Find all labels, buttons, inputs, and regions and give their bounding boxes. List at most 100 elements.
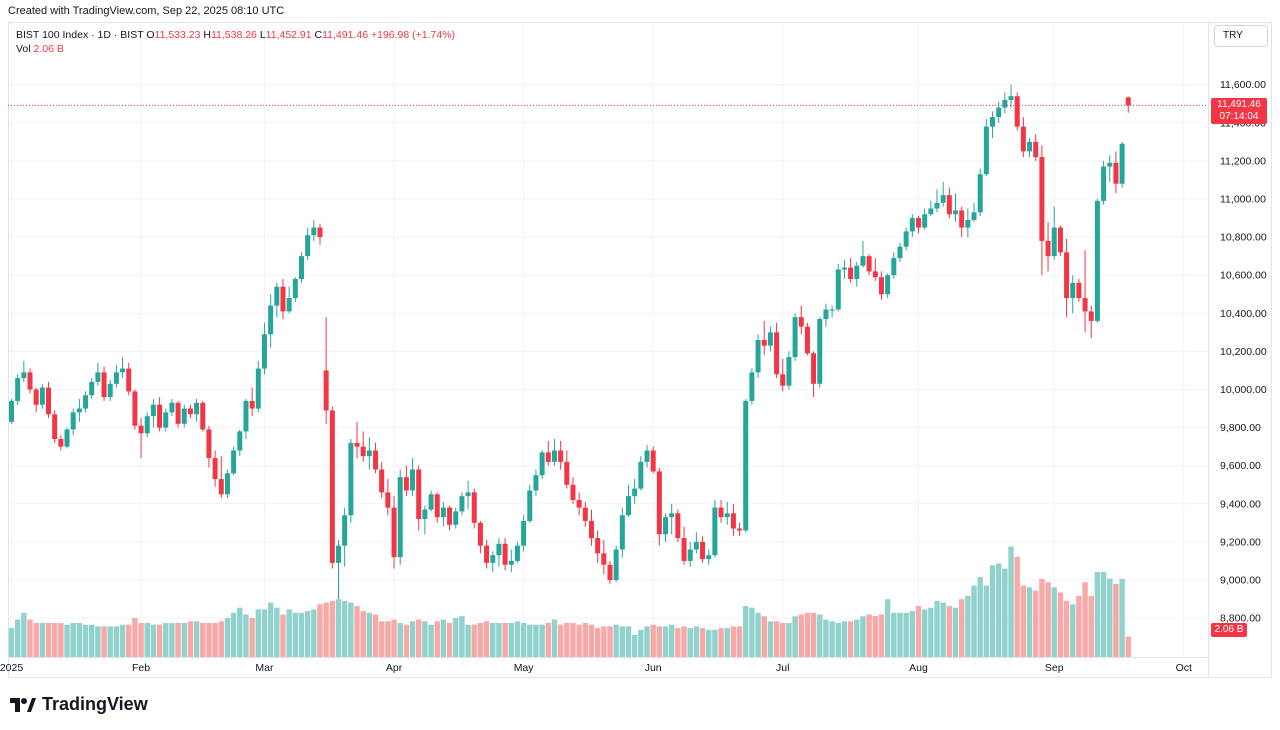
- candle-body: [835, 269, 841, 310]
- candle-body: [292, 279, 298, 299]
- candle-body: [58, 439, 64, 447]
- symbol-label[interactable]: BIST 100 Index · 1D · BIST: [16, 29, 144, 41]
- volume-bar: [884, 599, 891, 657]
- candle-body: [305, 235, 311, 257]
- volume-bar: [1107, 578, 1113, 657]
- candle-body: [1033, 141, 1039, 158]
- volume-bar: [878, 614, 885, 657]
- volume-bar: [983, 585, 990, 657]
- candle-body: [514, 545, 520, 561]
- tradingview-logo-icon: [10, 697, 36, 712]
- candle-body: [730, 513, 736, 529]
- volume-bar: [1033, 590, 1039, 657]
- candle-body: [15, 378, 21, 401]
- volume-bar: [829, 621, 835, 657]
- volume-bar: [699, 628, 706, 657]
- volume-bar: [761, 616, 767, 657]
- volume-bar: [952, 607, 959, 657]
- candle-body: [9, 400, 14, 422]
- volume-bar: [477, 623, 484, 657]
- candle-body: [311, 227, 317, 236]
- volume-bar: [810, 612, 817, 657]
- candle-body: [255, 368, 261, 409]
- bar-countdown: 07:14:04: [1219, 111, 1259, 123]
- volume-bar: [656, 626, 663, 657]
- candle-body: [872, 271, 878, 278]
- volume-bar: [780, 623, 786, 657]
- volume-bar: [45, 623, 52, 657]
- candle-body: [823, 309, 829, 320]
- volume-label[interactable]: Vol: [16, 43, 31, 55]
- candle-body: [854, 265, 860, 280]
- x-tick-label: Oct: [1176, 662, 1192, 674]
- candle-body: [508, 560, 514, 565]
- candle-body: [1125, 97, 1131, 106]
- candle-body: [1119, 143, 1125, 184]
- chart-frame[interactable]: [8, 22, 1272, 678]
- candle-body: [1027, 141, 1033, 152]
- tradingview-logo[interactable]: TradingView: [10, 694, 148, 715]
- candle-body: [465, 492, 471, 497]
- candle-body: [934, 202, 940, 209]
- last-price-value: 11,491.46: [1217, 99, 1261, 111]
- candle-body: [786, 357, 792, 386]
- candle-body: [329, 410, 335, 563]
- candle-body: [767, 332, 773, 346]
- volume-bar: [1094, 572, 1101, 657]
- y-tick-label: 9,400.00: [1220, 498, 1261, 510]
- candle-body: [206, 429, 212, 459]
- volume-bar: [958, 599, 965, 657]
- open-label: O: [146, 29, 155, 41]
- volume-bar: [897, 612, 903, 657]
- volume-bar: [298, 612, 305, 657]
- volume-bar: [206, 623, 212, 657]
- x-tick-label: Jul: [776, 662, 789, 674]
- candle-body: [95, 372, 101, 382]
- volume-bar: [51, 623, 58, 657]
- candle-body: [718, 507, 724, 518]
- volume-bar: [557, 624, 564, 657]
- volume-bar: [921, 609, 928, 657]
- change-value: +196.98 (+1.74%): [370, 29, 456, 41]
- candle-body: [909, 218, 915, 232]
- candle-body: [453, 511, 459, 525]
- volume-bar: [243, 614, 249, 657]
- candle-body: [878, 277, 884, 295]
- volume-bar: [619, 626, 626, 657]
- candle-body: [1057, 227, 1063, 253]
- candle-body: [373, 450, 379, 470]
- volume-bar: [668, 624, 675, 657]
- volume-bar: [341, 600, 348, 657]
- x-tick-label: Sep: [1045, 662, 1064, 674]
- volume-bar: [385, 621, 391, 657]
- candle-body: [459, 496, 465, 512]
- volume-bar: [1063, 600, 1070, 657]
- candle-body: [959, 210, 965, 228]
- candle-body: [366, 450, 372, 457]
- volume-bar: [662, 626, 669, 657]
- volume-bar: [847, 621, 854, 657]
- volume-bar: [823, 619, 829, 657]
- volume-bar: [138, 623, 144, 657]
- candle-body: [274, 286, 280, 306]
- volume-bar: [650, 624, 656, 657]
- volume-bar: [150, 624, 157, 657]
- candle-body: [410, 469, 416, 491]
- volume-bar: [1045, 582, 1051, 657]
- candle-body: [706, 555, 712, 560]
- candle-body: [743, 400, 749, 531]
- volume-bar: [274, 607, 280, 657]
- volume-bar: [267, 602, 274, 657]
- volume-bar: [230, 612, 237, 657]
- candle-body: [990, 117, 996, 127]
- low-label: L: [259, 29, 266, 41]
- candle-body: [798, 317, 804, 327]
- candle-body: [261, 334, 267, 369]
- x-tick-label: Aug: [909, 662, 928, 674]
- volume-bar: [736, 626, 743, 657]
- currency-button[interactable]: TRY: [1214, 25, 1268, 47]
- candle-body: [607, 564, 613, 580]
- candle-body: [169, 402, 175, 413]
- volume-bar: [1088, 595, 1094, 657]
